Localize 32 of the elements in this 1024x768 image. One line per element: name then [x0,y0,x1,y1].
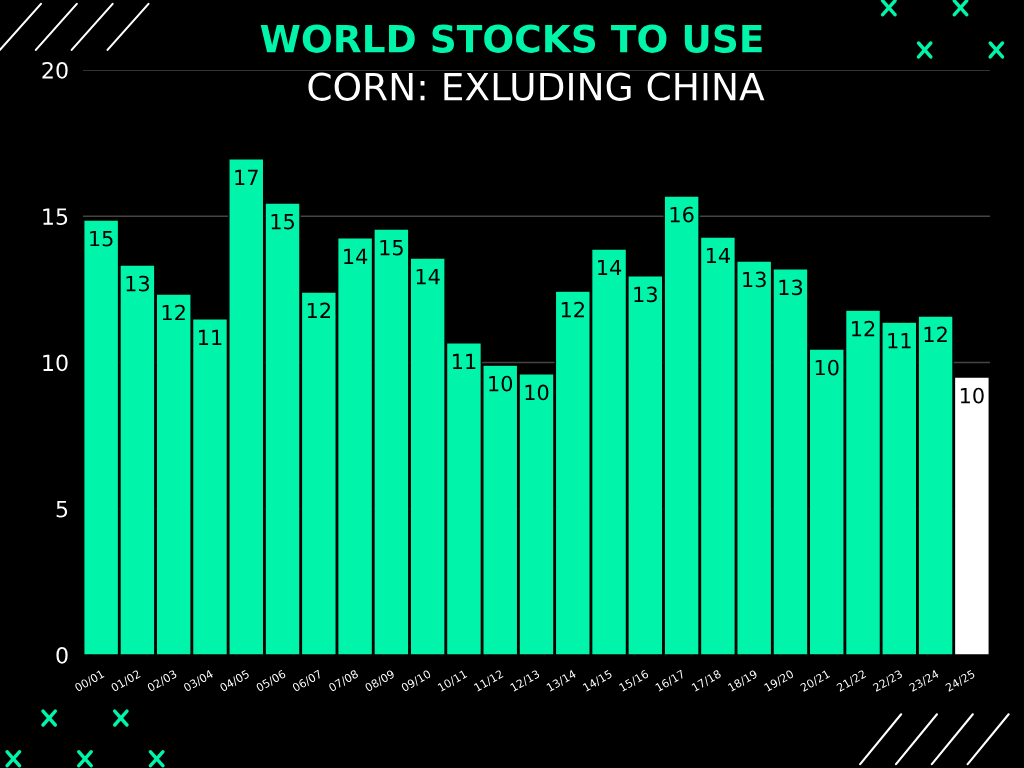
data-label: 15 [380,240,403,256]
y-tick-label: 0 [56,646,68,664]
data-label: 16 [670,206,694,223]
data-label: 12 [561,301,584,318]
data-label: 14 [598,259,622,276]
y-tick-label: 10 [43,354,68,372]
data-label: 15 [90,230,113,247]
data-label: 14 [344,248,368,264]
data-label: 10 [489,375,513,392]
data-label: 10 [525,384,549,401]
data-label: 17 [235,169,258,185]
data-label: 11 [452,353,476,369]
data-label: 10 [960,387,984,404]
chart-subtitle: CORN: EXLUDING CHINA [308,72,765,101]
data-label: 12 [924,326,947,343]
data-label: 10 [815,359,839,376]
y-tick-label: 15 [43,208,68,226]
data-label: 13 [634,286,657,303]
data-label: 13 [743,271,766,288]
y-tick-label: 20 [42,61,68,79]
data-label: 12 [162,304,185,321]
data-label: 12 [307,302,330,319]
data-label: 12 [852,320,875,337]
data-label: 13 [126,275,149,292]
y-tick-label: 5 [56,500,68,518]
data-label: 13 [779,279,803,296]
data-label: 14 [416,268,440,285]
data-label: 11 [199,329,222,345]
data-label: 11 [888,333,911,349]
data-label: 15 [271,213,294,230]
chart-title: WORLD STOCKS TO USE [260,24,762,53]
data-label: 14 [706,247,730,264]
